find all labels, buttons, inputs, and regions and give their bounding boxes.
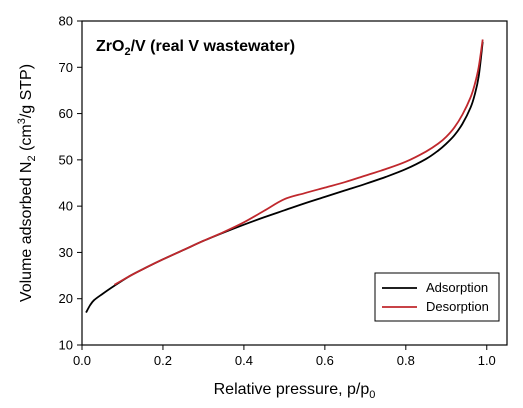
- legend: Adsorption Desorption: [374, 272, 500, 322]
- x-tick-label: 1.0: [478, 353, 496, 368]
- legend-box: [374, 272, 500, 322]
- y-tick-label: 60: [59, 106, 73, 121]
- y-tick-label: 20: [59, 291, 73, 306]
- y-tick-label: 70: [59, 60, 73, 75]
- y-tick-label: 30: [59, 245, 73, 260]
- y-axis-title-subscript: 2: [26, 155, 38, 161]
- y-axis-title-part-c: /g STP): [18, 64, 35, 118]
- y-tick-label: 40: [59, 199, 73, 214]
- series-line-desorption: [113, 39, 484, 286]
- x-tick-label: 0.0: [73, 353, 91, 368]
- y-axis-title-part-a: Volume adsorbed N: [18, 162, 35, 303]
- y-axis-title: Volume adsorbed N2 (cm3/g STP): [16, 64, 38, 302]
- axis-ticks: 0.0 0.2 0.4 0.6 0.8 1.0 10 20 30 40 50 60 70 80: [59, 14, 496, 369]
- chart-title-subscript: 2: [124, 46, 130, 58]
- chart-title-main: ZrO: [96, 38, 124, 55]
- chart-title-rest: /V (real V wastewater): [131, 38, 296, 55]
- chart-title: ZrO2/V (real V wastewater): [96, 38, 295, 58]
- x-tick-label: 0.8: [397, 353, 415, 368]
- plot-area: [81, 20, 508, 346]
- y-tick-label: 80: [59, 14, 73, 29]
- x-axis-title-main: Relative pressure, p/p: [214, 381, 370, 398]
- x-tick-label: 0.2: [154, 353, 172, 368]
- legend-label-desorption: Desorption: [426, 299, 489, 314]
- y-axis-title-part-b: (cm: [18, 124, 35, 155]
- series-line-adsorption: [85, 41, 484, 314]
- x-axis-title: Relative pressure, p/p0: [214, 381, 376, 401]
- y-tick-label: 50: [59, 152, 73, 167]
- x-tick-label: 0.4: [235, 353, 253, 368]
- legend-label-adsorption: Adsorption: [426, 280, 488, 295]
- series-layer: [85, 39, 484, 314]
- x-axis-title-subscript: 0: [369, 389, 375, 401]
- x-tick-label: 0.6: [316, 353, 334, 368]
- y-axis-title-superscript: 3: [16, 118, 28, 124]
- y-tick-label: 10: [59, 338, 73, 353]
